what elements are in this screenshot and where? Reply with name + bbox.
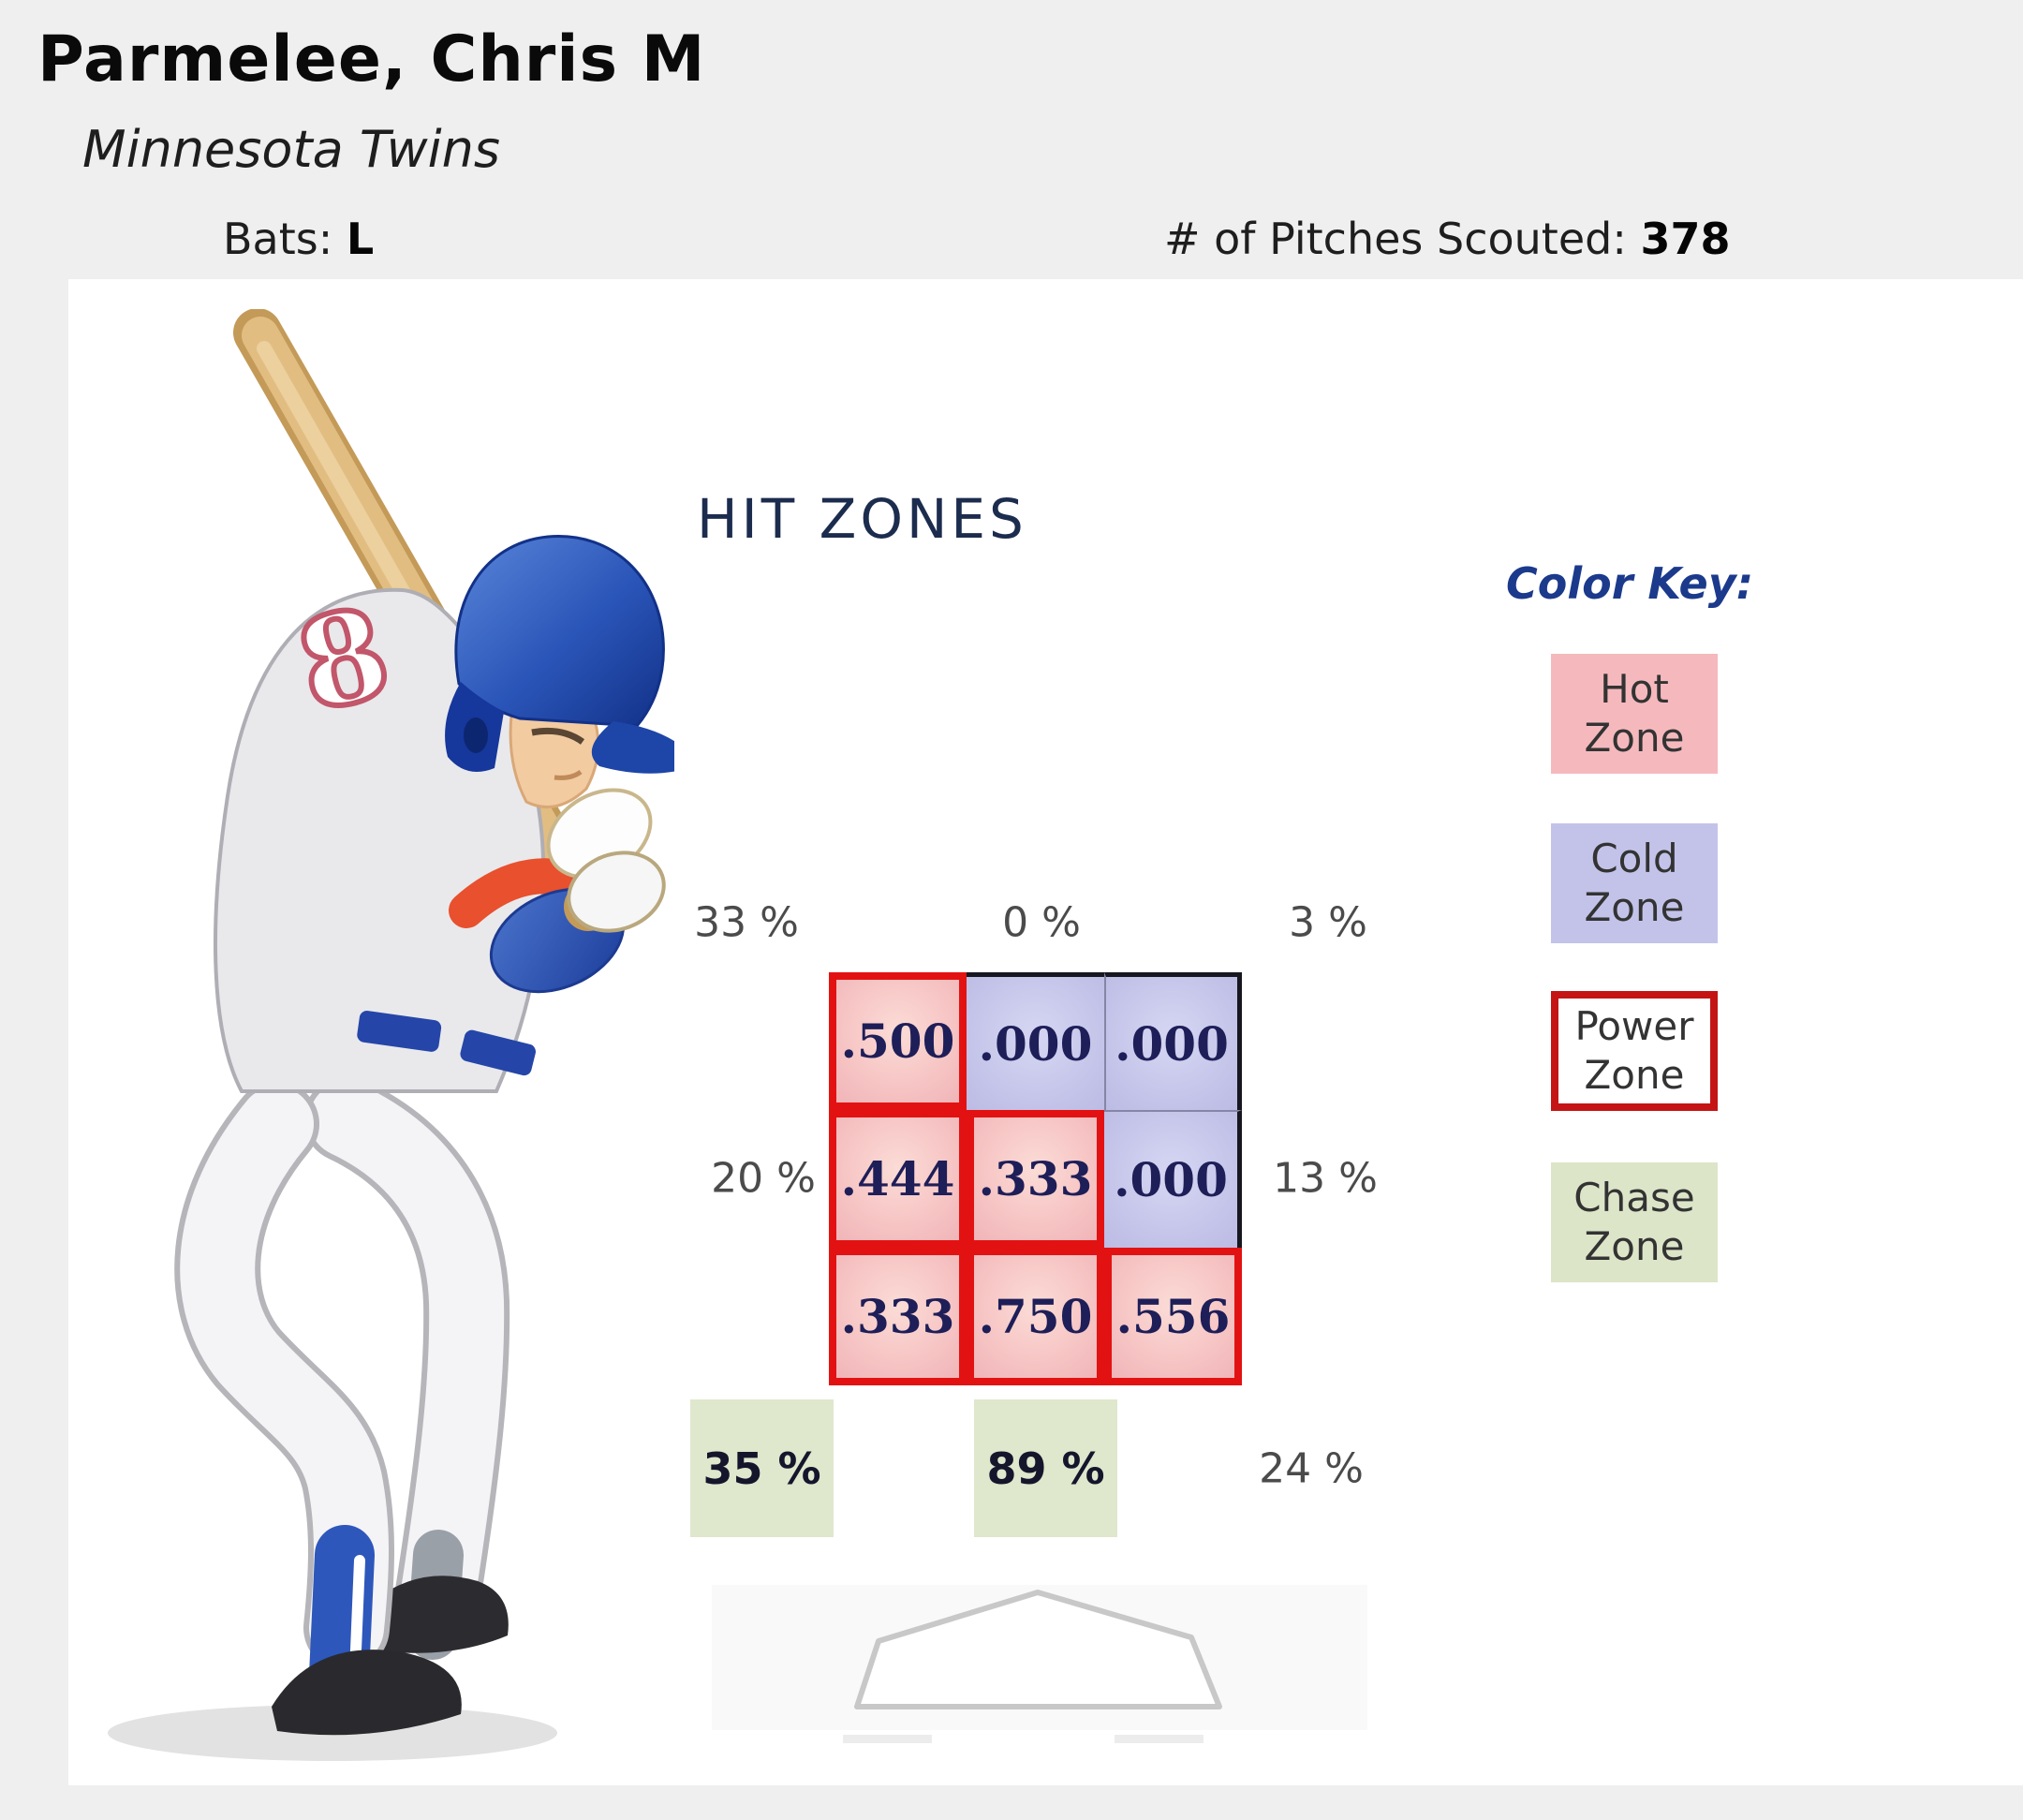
- zone-cell-value: .000: [1115, 1015, 1229, 1072]
- bats-label: Bats:: [223, 214, 333, 264]
- zone-cell-value: .556: [1115, 1289, 1231, 1344]
- nose: [554, 769, 583, 780]
- zone-cell-value: .444: [840, 1151, 955, 1206]
- pct-top-right: 3 %: [1289, 898, 1367, 947]
- legend-hot-zone: Hot Zone: [1551, 654, 1718, 774]
- zone-cell-r2c1: .444: [829, 1110, 967, 1248]
- chase-box-bottom-middle: 89 %: [974, 1399, 1117, 1537]
- glove-bottom: [567, 851, 666, 933]
- helmet: [445, 535, 674, 774]
- front-shoe: [272, 1650, 462, 1736]
- brow: [531, 727, 585, 745]
- pct-middle-right: 13 %: [1273, 1154, 1378, 1203]
- helmet-brim: [591, 721, 674, 774]
- belt-right: [460, 1029, 536, 1076]
- legend-power-zone: Power Zone: [1551, 991, 1718, 1111]
- bats-line: Bats: L: [223, 214, 374, 264]
- home-plate-outline: [854, 1590, 1222, 1709]
- pct-bottom-right: 24 %: [1259, 1444, 1364, 1493]
- hit-zones-title: HIT ZONES: [697, 487, 1027, 551]
- pitches-label: # of Pitches Scouted:: [1164, 214, 1627, 264]
- plate-shadow-left: [843, 1735, 932, 1743]
- legend-cold-zone: Cold Zone: [1551, 823, 1718, 943]
- page-title: Parmelee, Chris M: [37, 22, 706, 96]
- hit-zone-grid: .500 .000 .000 .444 .333 .000 .333 .750 …: [829, 972, 1242, 1385]
- zone-cell-value: .333: [978, 1151, 1093, 1206]
- back-shoe: [375, 1576, 509, 1653]
- belt-left: [357, 1011, 442, 1052]
- zone-cell-value: .750: [978, 1289, 1093, 1344]
- player-team: Minnesota Twins: [82, 120, 500, 179]
- zone-cell-r3c2: .750: [967, 1248, 1104, 1385]
- zone-cell-r1c1: .500: [829, 972, 967, 1110]
- zone-cell-value: .500: [840, 1014, 955, 1069]
- zone-cell-r3c1: .333: [829, 1248, 967, 1385]
- color-key-title: Color Key:: [1506, 558, 1754, 609]
- pitches-scouted-line: # of Pitches Scouted: 378: [1164, 214, 1730, 264]
- legend-chase-zone: Chase Zone: [1551, 1162, 1718, 1282]
- pct-top-left: 33 %: [694, 898, 799, 947]
- back-leg: [309, 1082, 505, 1630]
- pitches-value: 378: [1640, 214, 1731, 264]
- plate-shadow-right: [1115, 1735, 1203, 1743]
- zone-cell-r1c2: .000: [967, 972, 1104, 1110]
- zone-cell-r2c2: .333: [967, 1110, 1104, 1248]
- pct-middle-left: 20 %: [711, 1154, 816, 1203]
- chase-box-bottom-left: 35 %: [690, 1399, 834, 1537]
- zone-cell-r2c3: .000: [1104, 1110, 1242, 1248]
- armband: [449, 858, 574, 928]
- earflap-hole: [464, 718, 488, 753]
- zone-cell-r3c3: .556: [1104, 1248, 1242, 1385]
- home-plate: [712, 1585, 1367, 1743]
- zone-cell-value: .000: [978, 1015, 1093, 1072]
- batter-illustration: 8: [108, 309, 674, 1761]
- zone-cell-value: .333: [840, 1289, 955, 1344]
- zone-cell-value: .000: [1114, 1152, 1228, 1207]
- pct-top-middle: 0 %: [1002, 898, 1081, 947]
- zone-cell-r1c3: .000: [1104, 972, 1242, 1110]
- bats-value: L: [346, 214, 375, 264]
